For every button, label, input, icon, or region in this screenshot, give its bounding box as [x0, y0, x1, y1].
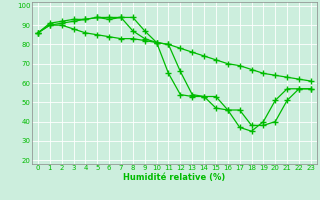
X-axis label: Humidité relative (%): Humidité relative (%): [123, 173, 226, 182]
